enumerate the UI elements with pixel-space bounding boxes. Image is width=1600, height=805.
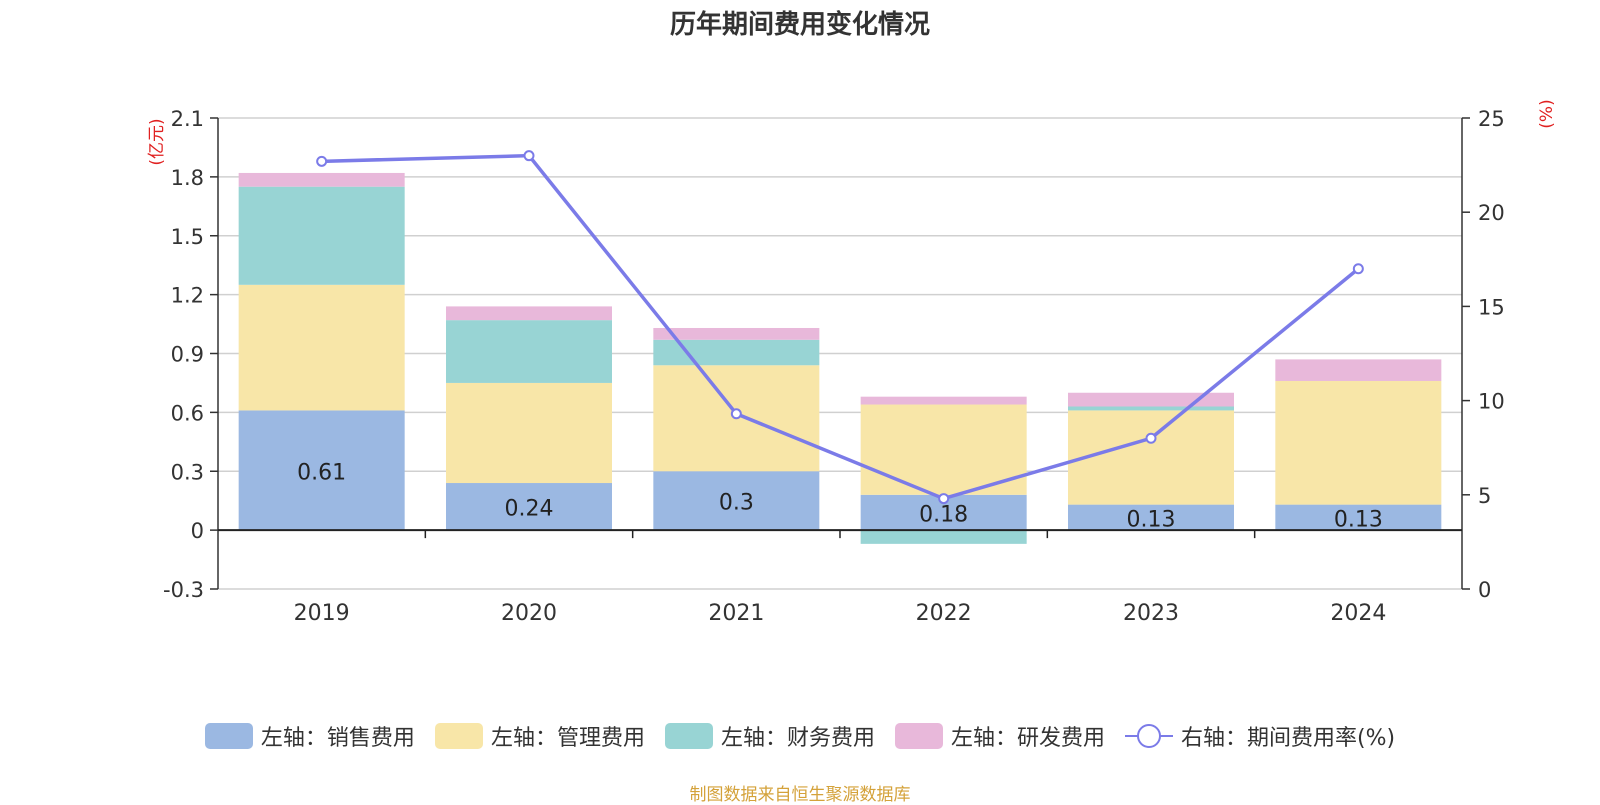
- chart-title: 历年期间费用变化情况: [669, 10, 930, 40]
- left-axis-unit-label: (亿元): [147, 118, 167, 165]
- legend-label-finance: 左轴：财务费用: [720, 726, 875, 751]
- bar-data-label: 0.18: [919, 502, 968, 527]
- rate-point: [938, 493, 950, 505]
- bar-admin: [238, 284, 405, 411]
- bar-sales: [238, 410, 405, 531]
- legend-swatch-sales: [204, 723, 253, 749]
- legend-item-finance[interactable]: 左轴：财务费用: [664, 720, 875, 752]
- bar-admin: [1275, 380, 1442, 505]
- left-axis-tick-label: 0.9: [171, 343, 204, 367]
- bar-sales: [1275, 504, 1442, 531]
- bar-admin: [860, 404, 1027, 495]
- rate-point: [1145, 432, 1157, 444]
- bar-data-label: 0.24: [505, 497, 554, 522]
- bar-admin: [446, 382, 612, 484]
- legend-label-sales: 左轴：销售费用: [260, 726, 415, 751]
- right-axis-unit-label: (%): [1537, 99, 1557, 128]
- rate-point: [1352, 263, 1364, 275]
- chart-plot: -0.3 0 0.3 0.6 0.9 1.2 1.5 1.8 2.1 0 5 10 15 20 25 0.61…: [147, 99, 1557, 626]
- bar-rnd: [1275, 359, 1442, 381]
- bar-rnd: [860, 396, 1027, 405]
- left-axis-tick-label: 0.6: [171, 401, 204, 425]
- x-axis-tick-label: 2019: [294, 601, 350, 626]
- legend-label-rate: 右轴：期间费用率(%): [1180, 726, 1396, 751]
- left-axis-tick-label: 1.8: [171, 166, 204, 190]
- bar-finance: [446, 320, 612, 383]
- left-axis-tick-label: -0.3: [163, 578, 204, 602]
- legend-item-rate[interactable]: 右轴：期间费用率(%): [1124, 720, 1396, 752]
- left-axis-tick-label: 0.3: [171, 460, 204, 484]
- legend-label-rnd: 左轴：研发费用: [950, 726, 1105, 751]
- bar-rnd: [238, 172, 405, 187]
- bar-finance: [238, 186, 405, 285]
- x-axis-tick-label: 2023: [1123, 601, 1179, 626]
- legend-label-admin: 左轴：管理费用: [490, 726, 645, 751]
- left-axis-tick-label: 2.1: [171, 107, 204, 131]
- bar-data-label: 0.3: [719, 491, 754, 516]
- legend-item-sales[interactable]: 左轴：销售费用: [204, 720, 415, 752]
- x-axis-tick-label: 2021: [708, 601, 764, 626]
- chart-legend: 左轴：销售费用 左轴：管理费用 左轴：财务费用 左轴：研发费用 右轴：期间费用率…: [0, 720, 1600, 752]
- left-axis-tick-label: 1.2: [171, 284, 204, 308]
- legend-swatch-admin: [434, 723, 483, 749]
- x-axis-tick-label: 2022: [916, 601, 972, 626]
- bar-finance: [860, 530, 1027, 544]
- bar-sales: [1068, 504, 1234, 531]
- bar-rnd: [653, 327, 820, 340]
- left-axis-tick-label: 1.5: [171, 225, 204, 249]
- bar-data-label: 0.61: [297, 460, 346, 485]
- right-axis-tick-label: 10: [1478, 390, 1505, 414]
- rate-line: [321, 153, 1360, 501]
- bar-rnd: [446, 306, 612, 321]
- x-axis-tick-label: 2024: [1330, 601, 1386, 626]
- legend-item-rnd[interactable]: 左轴：研发费用: [894, 720, 1105, 752]
- legend-item-admin[interactable]: 左轴：管理费用: [434, 720, 645, 752]
- legend-line-marker-icon: [1124, 723, 1173, 749]
- legend-swatch-finance: [664, 723, 713, 749]
- bar-data-label: 0.13: [1334, 507, 1383, 532]
- bar-finance: [1068, 406, 1234, 411]
- bar-rnd: [1068, 392, 1234, 407]
- legend-swatch-rnd: [894, 723, 943, 749]
- x-axis-tick-label: 2020: [501, 601, 557, 626]
- rate-point: [523, 150, 535, 162]
- bar-data-label: 0.13: [1127, 507, 1176, 532]
- bar-sales: [653, 471, 820, 531]
- rate-point: [316, 155, 328, 167]
- rate-point: [730, 408, 742, 420]
- data-source-note: 制图数据来自恒生聚源数据库: [689, 785, 911, 805]
- right-axis-tick-label: 0: [1478, 578, 1491, 602]
- left-axis-tick-label: 0: [191, 519, 204, 543]
- right-axis-tick-label: 5: [1478, 484, 1491, 508]
- right-axis-tick-label: 15: [1478, 295, 1505, 319]
- bar-admin: [1068, 410, 1234, 505]
- right-axis-tick-label: 20: [1478, 201, 1505, 225]
- bar-sales: [446, 483, 612, 531]
- right-axis-tick-label: 25: [1478, 107, 1505, 131]
